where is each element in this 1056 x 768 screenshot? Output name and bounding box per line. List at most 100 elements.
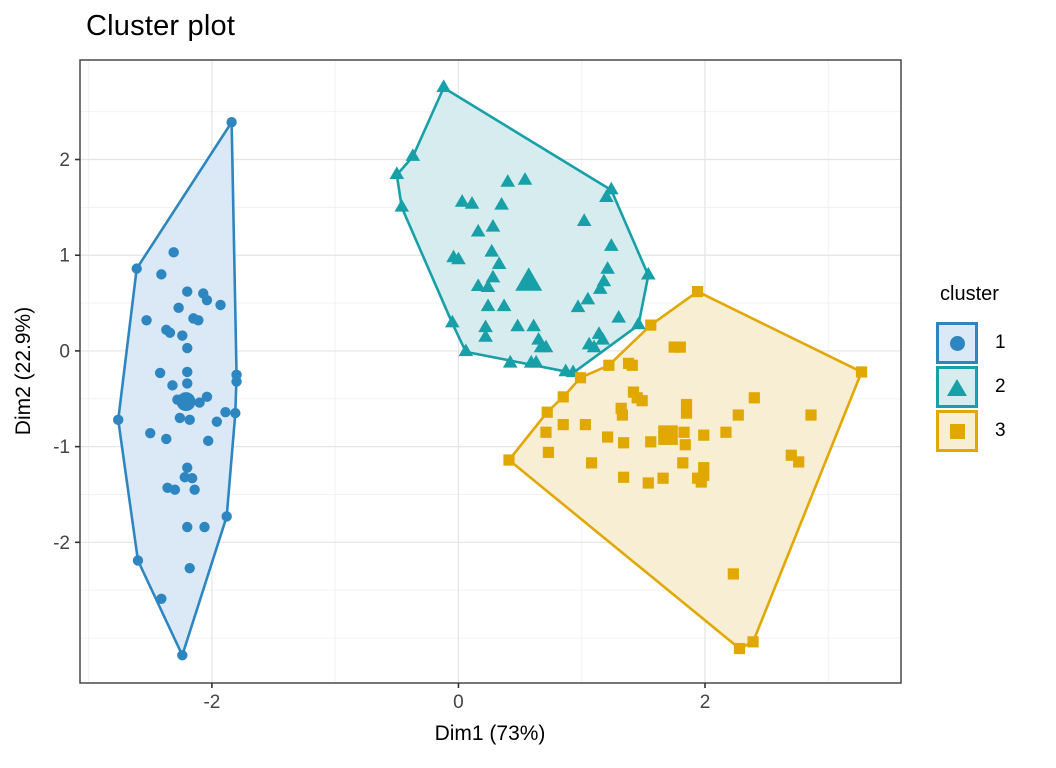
cluster-3-point [616,409,629,421]
cluster-3-point [626,359,638,371]
cluster-3-point [855,366,868,378]
cluster-2-point [394,198,410,212]
cluster-2-point [405,148,421,161]
cluster-1-point [184,414,195,426]
plot-title: Cluster plot [86,10,236,42]
cluster-2-point [485,269,501,283]
cluster-1-point [156,269,167,280]
cluster-1-point [131,263,142,274]
cluster-1-point [169,484,181,495]
cluster-3-point [698,469,710,481]
legend-entry-label: 3 [995,420,1006,441]
cluster-3-point [618,471,630,483]
cluster-2-point [494,197,509,210]
cluster-1-point [113,414,124,426]
cluster-3-point [574,372,587,384]
cluster-3-point [579,419,592,431]
cluster-3-point [503,454,515,466]
cluster-3-point [540,426,552,438]
cluster-3-point [642,477,654,489]
cluster-2-point [480,279,496,292]
cluster-1-centroid [176,392,196,412]
cluster-3-point [747,636,759,648]
cluster-3-point [557,419,569,431]
legend-entry-1: 1 [936,322,1006,364]
cluster-3-point [557,391,569,403]
cluster-3-point [720,426,732,438]
cluster-3-point [615,402,627,414]
x-tick-label: -2 [203,692,220,713]
cluster-2-centroid [515,267,543,291]
x-axis-label: Dim1 (73%) [434,722,546,745]
cluster-3-point [785,449,797,461]
cluster-1-point [199,521,210,533]
cluster-2-point [436,79,451,92]
cluster-2-point [538,339,554,353]
y-tick-label: 2 [59,150,70,171]
cluster-1-point [211,416,223,427]
cluster-1-point [226,117,237,128]
cluster-3-point [542,446,555,458]
cluster-1-point [220,406,231,418]
cluster-2-point [517,172,533,185]
cluster-2-point [631,316,646,330]
cluster-1-point [201,391,213,403]
cluster-1-point [231,376,242,387]
cluster-2-point [478,329,493,342]
cluster-1-point [203,435,214,447]
cluster-3-point [668,341,680,353]
y-tick-label: -1 [53,437,70,458]
legend-entry-label: 1 [995,332,1006,353]
panel-border [79,59,902,684]
cluster-3-point [636,395,648,407]
cluster-3-point [727,568,739,580]
cluster-1-point [174,412,186,424]
cluster-1-point [201,295,213,306]
x-tick-label: 2 [700,692,711,713]
y-tick-label: -2 [53,533,70,554]
cluster-3-point [793,456,805,468]
cluster-2-point [389,166,405,180]
cluster-1-point [145,428,156,439]
cluster-2-point [502,354,518,368]
cluster-1-point [154,367,166,379]
y-tick-label: 0 [59,341,70,362]
legend-entries: 1 2 3 [936,322,1006,452]
cluster-2-point [595,331,610,345]
cluster-2-point [454,194,470,207]
cluster-3-point [677,457,689,469]
cluster-2-point [484,243,500,257]
cluster-2-point [611,309,627,323]
legend-entry-label: 2 [995,376,1006,397]
cluster-1-point [193,315,204,326]
cluster-3-point [748,392,760,404]
cluster-3-point [733,642,746,655]
cluster-3-point [657,472,669,484]
cluster-2-point [500,174,516,187]
cluster-2-point [496,298,512,312]
cluster-2-point [470,223,486,237]
cluster-2-point [580,291,596,305]
cluster-2-point [576,213,592,226]
cluster-2-point [528,354,544,368]
cluster-1-point [186,473,198,484]
cluster-2-point [458,343,474,357]
cluster-2-point [604,181,619,195]
cluster-2-point [480,298,496,312]
cluster-3-point [691,285,704,298]
legend-key-2 [936,366,978,408]
cluster-3-point [541,406,553,418]
cluster-3-point [732,409,744,421]
cluster-3-point [680,407,693,419]
triangle-icon [947,378,967,396]
cluster-1-point [177,330,188,341]
cluster-2-point [470,278,486,292]
legend-title: cluster [940,283,999,305]
cluster-2-point [526,318,541,332]
cluster-3-point [698,462,710,474]
square-icon [949,423,965,439]
cluster-2-point [478,319,493,333]
cluster-1-point [182,462,193,473]
